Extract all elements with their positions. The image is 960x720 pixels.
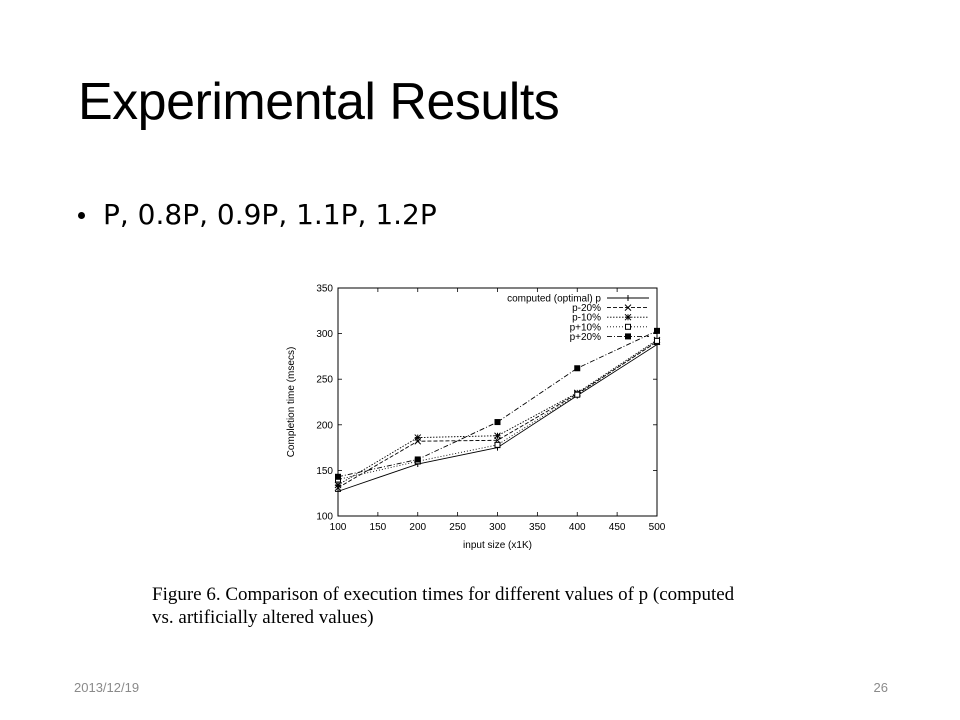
series-line-4 xyxy=(337,330,658,478)
legend-label-2: p-10% xyxy=(572,313,601,324)
y-tick-label: 200 xyxy=(316,420,333,431)
slide-title: Experimental Results xyxy=(78,73,560,131)
legend-marker-0 xyxy=(625,295,631,301)
x-tick-label: 250 xyxy=(449,522,466,533)
legend-marker-4-shape xyxy=(625,333,631,340)
y-tick-label: 300 xyxy=(316,329,333,340)
data-point-4-4 xyxy=(654,327,660,334)
caption-line-2: vs. artificially altered values) xyxy=(152,607,374,628)
data-point-4-2-shape xyxy=(494,419,501,426)
x-axis-label: input size (x1K) xyxy=(463,540,532,551)
bullet-text: P, 0.8P, 0.9P, 1.1P, 1.2P xyxy=(103,198,437,231)
legend-label-1: p-20% xyxy=(572,303,601,314)
x-tick-label: 500 xyxy=(649,522,666,533)
legend-marker-2 xyxy=(624,313,632,321)
data-point-2-2 xyxy=(494,432,501,440)
data-point-3-2-shape xyxy=(494,441,501,448)
data-point-4-3-shape xyxy=(574,365,581,372)
data-point-2-1 xyxy=(414,434,422,441)
data-point-4-0 xyxy=(335,473,341,480)
data-point-2-1-stroke xyxy=(414,434,422,441)
x-tick-label: 200 xyxy=(409,522,426,533)
y-axis-label: Completion time (msecs) xyxy=(286,347,297,458)
chart-figure: 100 150 200 250 300 350 400 450 500 100 150 200 250 3… xyxy=(270,278,690,562)
x-tick-label: 300 xyxy=(489,522,506,533)
footer-date: 2013/12/19 xyxy=(74,680,140,695)
data-point-4-4-shape xyxy=(654,327,660,334)
data-point-4-1 xyxy=(414,456,421,463)
data-point-2-0-stroke xyxy=(334,481,342,489)
x-tick-label: 400 xyxy=(569,522,586,533)
legend-marker-2-stroke xyxy=(624,313,632,321)
x-tick-label: 100 xyxy=(330,522,347,533)
data-point-3-4-shape xyxy=(654,337,660,344)
data-point-2-2-stroke xyxy=(494,432,501,440)
series-line-1 xyxy=(337,341,658,489)
caption-line-1: Figure 6. Comparison of execution times … xyxy=(152,584,735,605)
y-tick-label: 150 xyxy=(316,466,333,477)
series-line-2 xyxy=(337,339,658,486)
line-chart: 100 150 200 250 300 350 400 450 500 100 150 200 250 3… xyxy=(286,284,666,552)
data-point-4-1-shape xyxy=(414,456,421,463)
figure-caption: Figure 6. Comparison of execution times … xyxy=(152,583,832,629)
data-point-0-0 xyxy=(335,488,341,495)
x-tick-label: 150 xyxy=(370,522,387,533)
legend-marker-1 xyxy=(624,304,632,311)
legend-marker-4 xyxy=(625,333,631,340)
data-point-3-4 xyxy=(654,337,660,344)
data-point-4-2 xyxy=(494,419,501,426)
data-point-2-0 xyxy=(334,481,342,489)
x-tick-label: 450 xyxy=(609,522,626,533)
legend-label-0: computed (optimal) p xyxy=(507,294,601,305)
y-tick-label: 100 xyxy=(316,512,333,523)
data-point-3-3-shape xyxy=(574,391,581,398)
y-tick-label: 250 xyxy=(316,375,333,386)
legend-marker-3 xyxy=(625,323,631,330)
bullet-item: P, 0.8P, 0.9P, 1.1P, 1.2P xyxy=(78,198,437,231)
data-point-4-3 xyxy=(574,365,581,372)
legend-marker-1-stroke xyxy=(624,304,632,311)
bullet-dot-icon xyxy=(78,212,85,219)
x-tick-label: 350 xyxy=(529,522,546,533)
y-tick-label: 350 xyxy=(316,284,333,295)
page-number: 26 xyxy=(873,680,888,695)
legend-marker-3-shape xyxy=(625,323,631,330)
legend-label-3: p+10% xyxy=(570,322,602,333)
data-point-4-0-shape xyxy=(335,473,341,480)
data-point-3-2 xyxy=(494,441,501,448)
series-line-3 xyxy=(337,340,658,480)
plot-frame xyxy=(337,287,658,517)
series-line-0 xyxy=(337,344,658,492)
data-point-3-3 xyxy=(574,391,581,398)
legend-label-4: p+20% xyxy=(570,332,602,343)
